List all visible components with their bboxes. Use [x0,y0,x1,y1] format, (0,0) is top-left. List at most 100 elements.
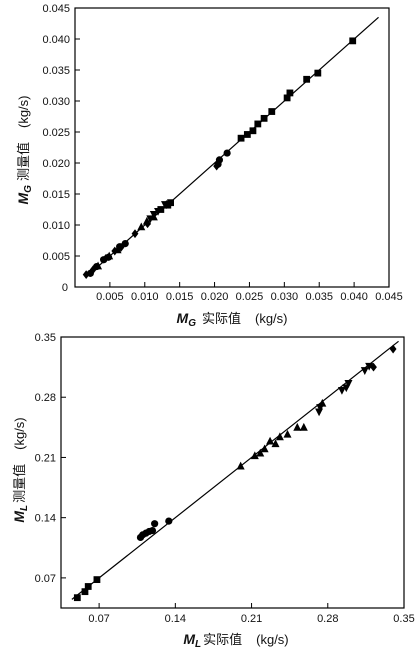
data-point-square [237,134,245,142]
data-point-diamond [370,362,377,372]
y-axis-label-mg: MG 测量值 (kg/s) [15,96,34,205]
data-point-triangle-up [137,222,146,231]
data-point-square [81,588,89,596]
x-tick-label: 0.005 [96,291,124,303]
x-label-unit-ml: (kg/s) [256,632,289,647]
chart-ml: 0.07 0.14 0.21 0.28 0.35 0.07 0.14 0.21 0.28 0.35… [11,332,415,650]
y-axis-label-ml: ML 测量值 (kg/s) [11,417,30,522]
data-point-circle [148,526,157,535]
data-point-circle [215,156,224,164]
x-label-unit-mg: (kg/s) [255,311,288,326]
data-point-triangle-up [275,432,284,441]
reference-line-ml [71,340,399,600]
data-point-triangle-up [293,422,302,431]
data-point-diamond [117,242,125,252]
data-point-triangle-down [344,380,353,388]
data-point-triangle-up [283,429,292,438]
y-label-symbol-ml: M [11,511,27,523]
data-point-square [260,114,268,122]
x-tick-label: 0.14 [165,613,186,625]
data-point-diamond [111,246,119,256]
data-point-triangle-down [146,215,155,224]
y-tick-label: 0.21 [35,452,56,464]
x-tick-label: 0.045 [375,291,403,303]
data-point-triangle-down [149,211,158,219]
x-tick-label: 0.28 [317,613,338,625]
data-point-diamond [144,219,151,229]
data-point-triangle-up [256,448,265,457]
data-point-square [314,69,322,77]
x-tick-label: 0.040 [340,291,368,303]
data-point-triangle-down [315,408,324,417]
data-point-triangle-down [154,207,163,216]
x-axis-label-ml: ML 实际值 (kg/s) [183,631,288,650]
y-tick-label: 0.35 [35,332,56,344]
x-tick-label: 0.025 [236,291,264,303]
data-point-triangle-up [236,461,245,470]
y-tick-label: 0.005 [42,251,70,263]
data-point-triangle-up [271,439,280,448]
data-point-triangle-down [360,367,369,375]
data-point-square [286,89,294,97]
x-label-symbol-ml: M [183,631,195,647]
data-point-square [73,594,81,602]
data-point-square [167,199,174,207]
y-tick-label: 0.025 [42,127,70,139]
tick-labels-mg: 0.005 0.010 0.015 0.020 0.025 0.030 0.035 0.040… [42,3,402,303]
y-label-symbol-mg: M [15,192,31,204]
y-tick-label: 0.040 [42,34,70,46]
x-tick-label: 0.010 [131,291,159,303]
data-point-circle [223,149,231,157]
y-tick-label: 0.015 [42,189,70,201]
data-point-square [93,576,101,584]
data-point-triangle-up [266,436,275,445]
svg-text:ML测量值(kg/s): ML 测量值 (kg/s) [11,417,30,522]
y-tick-label: 0.010 [42,220,70,232]
y-label-unit-mg: (kg/s) [16,96,31,129]
data-point-square [303,75,311,83]
plot-frame-ml [60,336,405,609]
x-label-sub-ml: L [195,639,201,650]
data-point-diamond [213,161,221,171]
x-axis-label-mg: MG 实际值 (kg/s) [177,310,288,329]
x-label-text-mg: 实际值 [202,311,241,326]
reference-line-mg [85,16,379,279]
x-label-symbol-mg: M [177,310,189,326]
y-label-unit-ml: (kg/s) [12,417,27,450]
x-tick-label: 0.07 [88,613,109,625]
data-point-square [349,37,357,45]
x-tick-label: 0.020 [201,291,229,303]
x-tick-label: 0.030 [271,291,299,303]
x-label-sub-mg: G [188,318,196,329]
data-point-diamond [89,265,97,275]
x-tick-label: 0.015 [166,291,194,303]
data-point-diamond [82,270,90,279]
data-point-diamond [163,200,170,209]
data-point-diamond [131,229,139,239]
tick-labels-ml: 0.07 0.14 0.21 0.28 0.35 0.07 0.14 0.21 0.28 0.35 [35,332,415,625]
y-tick-label: 0.28 [35,392,56,404]
plot-frame-mg [74,7,390,288]
x-tick-label: 0.35 [393,613,414,625]
ticks-mg [75,7,390,287]
chart-mg: 0.005 0.010 0.015 0.020 0.025 0.030 0.035 0.040… [15,3,403,329]
y-label-sub-ml: L [19,505,30,511]
data-point-square [268,108,276,115]
data-point-triangle-down [365,362,374,371]
data-point-triangle-up [94,261,103,270]
y-tick-label: 0.045 [42,3,70,15]
y-label-text-mg: 测量值 [16,142,31,181]
data-point-square [243,131,251,138]
svg-text:MG测量值(kg/s): MG 测量值 (kg/s) [15,96,34,205]
data-point-circle [151,520,159,528]
y-label-sub-mg: G [23,185,34,193]
y-label-text-ml: 测量值 [12,464,27,503]
data-point-triangle-up [299,422,308,431]
data-point-square [283,94,291,102]
origin-tick-label: 0 [62,282,68,294]
points-ml [73,344,397,602]
y-tick-label: 0.020 [42,158,70,170]
data-point-diamond [102,254,110,263]
ticks-ml [61,336,405,608]
